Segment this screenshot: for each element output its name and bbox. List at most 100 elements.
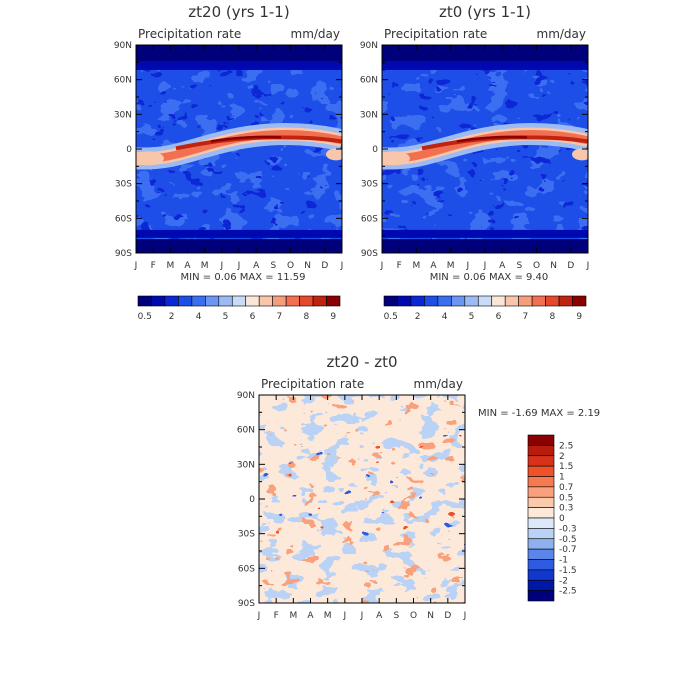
x-tick-label: O (287, 261, 294, 271)
colorbar-swatch (424, 295, 439, 307)
colorbar-label: 7 (523, 312, 529, 322)
panel-title: zt20 (yrs 1-1) (188, 3, 289, 21)
panel-title: zt0 (yrs 1-1) (439, 3, 531, 21)
x-tick-label: J (380, 261, 384, 271)
colorbar-label: 1.5 (559, 462, 573, 472)
x-tick-label: S (516, 261, 522, 271)
y-tick-label: 90S (115, 249, 132, 259)
x-tick-label: F (151, 261, 156, 271)
x-tick-label: J (220, 261, 224, 271)
x-tick-label: N (304, 261, 311, 271)
colorbar-swatch (518, 295, 533, 307)
x-tick-label: N (427, 611, 434, 621)
colorbar-swatch (527, 590, 555, 602)
colorbar-label: 6 (496, 312, 502, 322)
x-tick-label: M (166, 261, 174, 271)
colorbar-label: -0.5 (559, 535, 577, 545)
x-tick-label: J (237, 261, 241, 271)
x-tick-label: M (447, 261, 455, 271)
x-tick-label: N (550, 261, 557, 271)
colorbar-label: 0.5 (384, 312, 398, 322)
y-tick-label: 90N (114, 41, 132, 51)
colorbar-swatch (245, 295, 260, 307)
colorbar-swatch (527, 548, 555, 560)
y-tick-label: 30N (237, 460, 255, 470)
colorbar: 0.5 2 4 5 6 7 8 9 (384, 295, 587, 322)
y-tick-label: 0 (126, 145, 132, 155)
x-tick-label: A (430, 261, 437, 271)
colorbar-swatch (527, 579, 555, 591)
colorbar-label: 7 (277, 312, 283, 322)
colorbar-swatch (258, 295, 273, 307)
min-max-stats: MIN = -1.69 MAX = 2.19 (478, 408, 600, 419)
colorbar-swatch (527, 538, 555, 550)
x-tick-label: A (307, 611, 314, 621)
x-tick-label: S (270, 261, 276, 271)
colorbar-label: 4 (442, 312, 448, 322)
y-tick-label: 60N (237, 426, 255, 436)
colorbar-swatch (527, 465, 555, 477)
colorbar-label: -1.5 (559, 566, 577, 576)
y-tick-label: 60S (361, 214, 378, 224)
y-tick-label: 90N (237, 391, 255, 401)
x-tick-label: J (586, 261, 590, 271)
y-tick-label: 90N (360, 41, 378, 51)
colorbar-label: -2 (559, 576, 568, 586)
y-tick-label: 60N (114, 76, 132, 86)
colorbar-swatch (527, 517, 555, 529)
x-tick-label: M (412, 261, 420, 271)
x-tick-label: O (533, 261, 540, 271)
min-max-stats: MIN = 0.06 MAX = 11.59 (181, 272, 306, 283)
colorbar-label: -2.5 (559, 587, 577, 597)
x-tick-label: M (201, 261, 209, 271)
y-tick-label: 60S (115, 214, 132, 224)
colorbar-label: 9 (576, 312, 582, 322)
field-name: Precipitation rate (384, 27, 487, 41)
x-tick-label: J (360, 611, 364, 621)
colorbar-label: 2 (169, 312, 175, 322)
colorbar-swatch (137, 295, 152, 307)
y-tick-label: 30N (360, 110, 378, 120)
colorbar-label: 0.7 (559, 483, 573, 493)
colorbar-swatch (191, 295, 206, 307)
colorbar-swatch (527, 496, 555, 508)
colorbar-swatch (527, 445, 555, 457)
colorbar-swatch (397, 295, 412, 307)
colorbar-label: -0.7 (559, 545, 577, 555)
y-tick-label: 30S (115, 180, 132, 190)
x-tick-label: J (134, 261, 138, 271)
colorbar-label: 4 (196, 312, 202, 322)
x-tick-label: J (340, 261, 344, 271)
colorbar-label: -1 (559, 556, 568, 566)
colorbar-swatch (527, 434, 555, 446)
colorbar-swatch (477, 295, 493, 307)
x-tick-label: J (463, 611, 467, 621)
colorbar-label: 5 (469, 312, 475, 322)
units-label: mm/day (291, 27, 341, 41)
colorbar-label: 0.3 (559, 504, 573, 514)
colorbar-swatch (464, 295, 479, 307)
colorbar-swatch (527, 569, 555, 581)
y-tick-label: 30N (114, 110, 132, 120)
x-tick-label: D (444, 611, 451, 621)
min-max-stats: MIN = 0.06 MAX = 9.40 (430, 272, 549, 283)
x-tick-label: A (499, 261, 506, 271)
colorbar-label: 0.5 (559, 493, 573, 503)
colorbar-label: 8 (549, 312, 555, 322)
colorbar-swatch (527, 528, 555, 540)
colorbar-swatch (205, 295, 220, 307)
contour-field (136, 45, 342, 253)
y-tick-label: 30S (238, 530, 255, 540)
x-tick-label: J (257, 611, 261, 621)
y-tick-label: 90S (361, 249, 378, 259)
colorbar-label: 1 (559, 473, 565, 483)
colorbar-label: 0 (559, 514, 565, 524)
y-tick-label: 90S (238, 599, 255, 609)
colorbar-swatch (299, 295, 314, 307)
colorbar-label: 5 (223, 312, 229, 322)
colorbar-swatch (451, 295, 466, 307)
